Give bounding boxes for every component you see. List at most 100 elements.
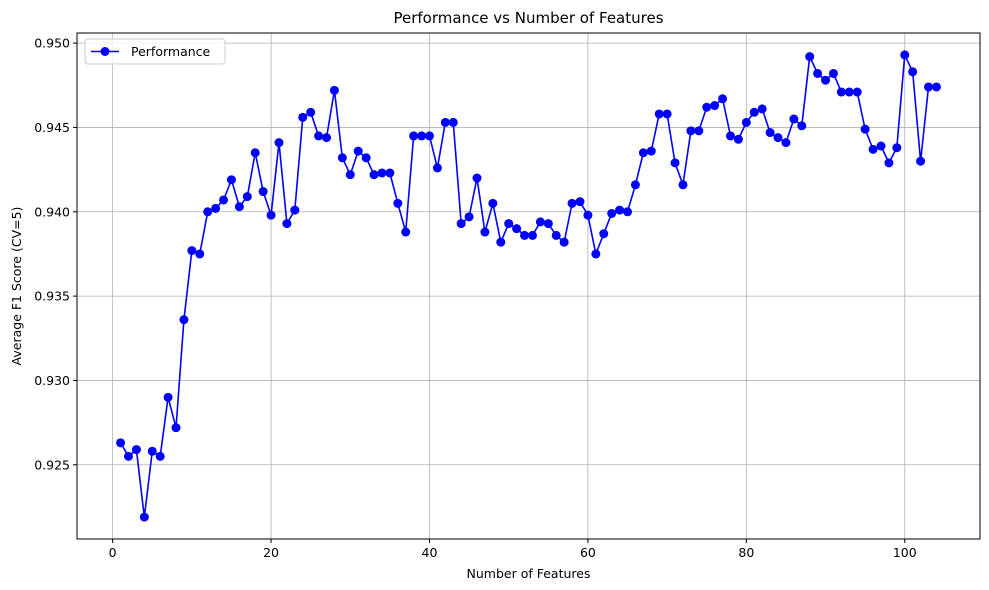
data-point [702, 102, 712, 112]
y-tick-label: 0.935 [34, 289, 70, 304]
data-point [615, 205, 625, 215]
data-point [868, 144, 878, 154]
data-point [488, 198, 498, 208]
data-point [116, 438, 126, 448]
data-point [440, 117, 450, 127]
data-point [765, 128, 775, 138]
data-point [504, 219, 514, 229]
data-point [749, 107, 759, 117]
data-point [242, 192, 252, 202]
data-point [424, 131, 434, 141]
data-point [908, 67, 918, 77]
data-point [123, 451, 133, 461]
data-point [377, 168, 387, 178]
data-point [250, 148, 260, 158]
data-point [860, 124, 870, 134]
legend: Performance [84, 38, 226, 65]
data-point [678, 180, 688, 190]
data-point [797, 121, 807, 131]
data-point [781, 138, 791, 148]
y-tick-label: 0.930 [34, 373, 70, 388]
data-point [591, 249, 601, 259]
legend-box [84, 38, 226, 65]
data-point [266, 210, 276, 220]
data-point [694, 126, 704, 136]
data-point [670, 158, 680, 168]
data-point [131, 445, 141, 455]
data-point [844, 87, 854, 97]
data-point [179, 315, 189, 325]
data-point [432, 163, 442, 173]
data-point [195, 249, 205, 259]
data-point [876, 141, 886, 151]
data-point [298, 112, 308, 122]
data-point [306, 107, 316, 117]
x-tick-label: 0 [109, 545, 117, 560]
data-point [234, 202, 244, 212]
legend-marker-sample [100, 47, 110, 56]
data-point [836, 87, 846, 97]
y-tick-label: 0.950 [34, 36, 70, 51]
data-point [393, 198, 403, 208]
data-point [733, 134, 743, 144]
data-point [607, 208, 617, 218]
data-point [219, 195, 229, 205]
data-point [654, 109, 664, 119]
data-point [599, 229, 609, 239]
data-point [155, 451, 165, 461]
data-point [512, 224, 522, 234]
x-tick-label: 80 [738, 545, 754, 560]
data-point [543, 219, 553, 229]
data-point [520, 230, 530, 240]
x-tick-label: 100 [893, 545, 917, 560]
data-point [916, 156, 926, 166]
data-point [828, 68, 838, 78]
data-point [417, 131, 427, 141]
data-point [789, 114, 799, 124]
data-point [385, 168, 395, 178]
data-point [623, 207, 633, 217]
plot-frame [76, 32, 981, 540]
x-tick-label: 20 [263, 545, 279, 560]
x-axis-ticks: 0 20 40 60 80 100 [109, 539, 917, 560]
data-point [456, 219, 466, 229]
legend-label-performance: Performance [131, 44, 211, 59]
data-point [638, 148, 648, 158]
data-point [900, 50, 910, 60]
data-point [710, 101, 720, 111]
data-point [203, 207, 213, 217]
data-point [464, 212, 474, 222]
data-point [171, 423, 181, 433]
data-point [322, 133, 332, 143]
data-point [345, 170, 355, 180]
data-point [226, 175, 236, 185]
data-point [535, 217, 545, 227]
data-point [718, 94, 728, 104]
data-point [448, 117, 458, 127]
data-point [163, 392, 173, 402]
x-tick-label: 60 [580, 545, 596, 560]
x-axis-label: Number of Features [467, 566, 591, 581]
data-point [821, 75, 831, 85]
data-point [147, 446, 157, 456]
data-point [314, 131, 324, 141]
data-point [361, 153, 371, 163]
data-point [662, 109, 672, 119]
data-point [139, 512, 149, 522]
data-point [931, 82, 941, 92]
data-point [409, 131, 419, 141]
data-point [282, 219, 292, 229]
data-point [630, 180, 640, 190]
data-point [884, 158, 894, 168]
data-point [258, 187, 268, 197]
data-point [527, 230, 537, 240]
data-point [369, 170, 379, 180]
x-tick-label: 40 [422, 545, 438, 560]
data-point [725, 131, 735, 141]
data-point [805, 52, 815, 62]
data-point [852, 87, 862, 97]
data-point [211, 203, 221, 213]
data-point [496, 237, 506, 247]
data-point [337, 153, 347, 163]
